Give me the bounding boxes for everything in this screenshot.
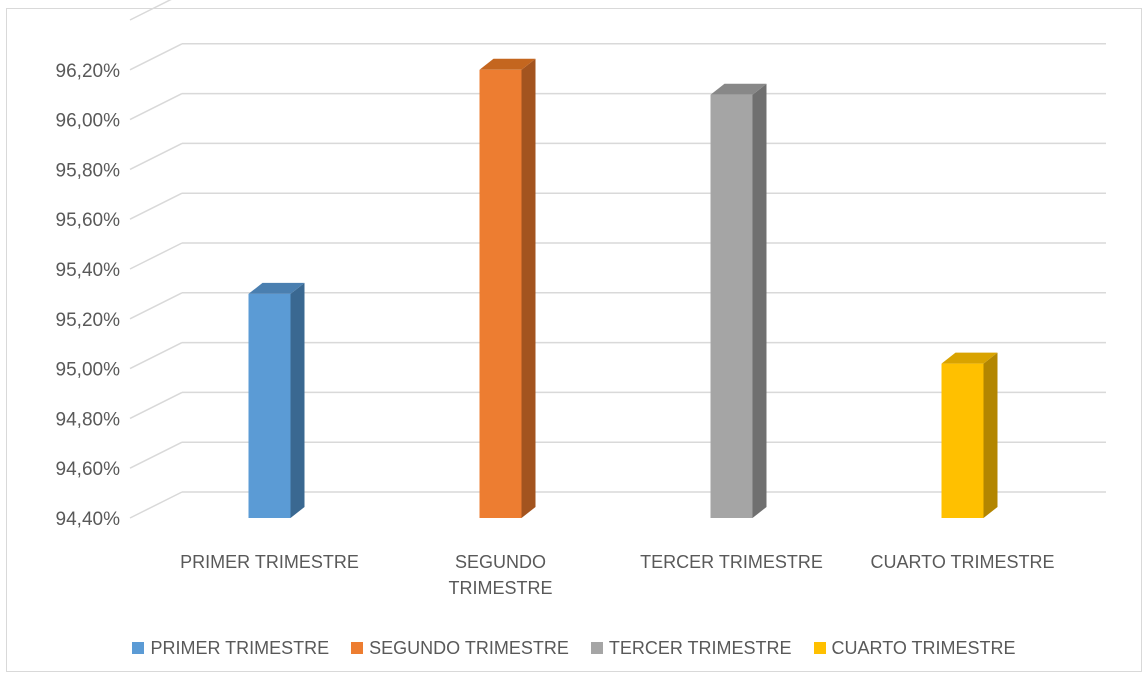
x-tick-label: CUARTO TRIMESTRE [870, 552, 1054, 572]
bars [248, 58, 998, 519]
gridline-diagonal [129, 391, 183, 420]
bar-2 [479, 58, 536, 519]
x-tick-label: PRIMER TRIMESTRE [180, 552, 359, 572]
bar-top [248, 282, 305, 294]
y-tick-label: 95,40% [56, 260, 121, 281]
x-tick-label-line: TRIMESTRE [448, 578, 552, 598]
gridline-diagonal [129, 292, 183, 320]
legend-swatch-tercer [590, 642, 603, 654]
gridline-diagonal [129, 92, 183, 121]
x-axis-labels: PRIMER TRIMESTRE SEGUNDO TRIMESTRE TERCER T… [180, 552, 1054, 598]
bar-top [941, 352, 998, 364]
legend-item-primer: PRIMER TRIMESTRE [132, 638, 329, 659]
y-tick-label: 96,00% [56, 111, 121, 132]
bar-side [521, 58, 536, 519]
y-tick-label: 95,80% [56, 160, 121, 181]
bar-side [290, 282, 305, 518]
legend-item-cuarto: CUARTO TRIMESTRE [813, 637, 1016, 659]
gridline-diagonal [129, 192, 183, 220]
y-tick-label: 95,20% [56, 310, 121, 331]
legend-item-tercer: TERCER TRIMESTRE [590, 637, 792, 659]
y-tick-label: 94,80% [56, 409, 121, 430]
gridline-diagonal [129, 341, 183, 370]
legend-swatch-segundo [351, 642, 364, 654]
gridline-diagonal [129, 142, 183, 171]
bar-side [983, 352, 998, 518]
bar-front [710, 94, 753, 518]
y-axis-ticks: 94,40% 94,60% 94,80% 95,00% 95,20% 95,40% 95,6… [56, 61, 121, 530]
y-tick-label: 94,40% [56, 509, 121, 530]
y-tick-label: 95,00% [56, 360, 121, 381]
x-tick-label-line: CUARTO TRIMESTRE [870, 552, 1054, 572]
legend-label-segundo: SEGUNDO TRIMESTRE [369, 637, 569, 658]
bar-side [752, 83, 767, 518]
x-tick-label: TERCER TRIMESTRE [640, 552, 823, 572]
legend-label-primer: PRIMER TRIMESTRE [150, 637, 330, 658]
legend-swatch-primer [132, 642, 145, 654]
legend-label-tercer: TERCER TRIMESTRE [608, 637, 792, 658]
gridline-diagonal [129, 43, 183, 71]
bar-3 [710, 83, 767, 518]
x-tick-label-line: TERCER TRIMESTRE [640, 552, 823, 572]
legend-item-segundo: SEGUNDO TRIMESTRE [351, 638, 569, 659]
y-tick-label: 96,20% [56, 61, 121, 82]
bar-4 [941, 352, 998, 518]
legend-label-cuarto: CUARTO TRIMESTRE [831, 637, 1016, 658]
bar-top [710, 83, 767, 95]
x-tick-label-line: SEGUNDO [455, 552, 546, 572]
x-tick-label: SEGUNDO TRIMESTRE [448, 552, 552, 598]
chart-frame [6, 8, 1142, 672]
legend: PRIMER TRIMESTRE SEGUNDO TRIMESTRE TERCE… [0, 636, 1148, 660]
bar-front [248, 293, 291, 518]
gridline-diagonal [129, 242, 183, 270]
x-tick-label-line: PRIMER TRIMESTRE [180, 552, 359, 572]
gridline-diagonal [129, 0, 172, 21]
bar-front [479, 69, 522, 519]
bar-top [479, 58, 536, 70]
gridline-diagonal [129, 491, 183, 519]
y-tick-label: 94,60% [56, 459, 121, 480]
bar-front [941, 363, 984, 518]
gridline-diagonal [129, 441, 183, 469]
y-tick-label: 95,60% [56, 210, 121, 231]
legend-swatch-cuarto [813, 642, 826, 654]
bar-1 [248, 282, 305, 518]
